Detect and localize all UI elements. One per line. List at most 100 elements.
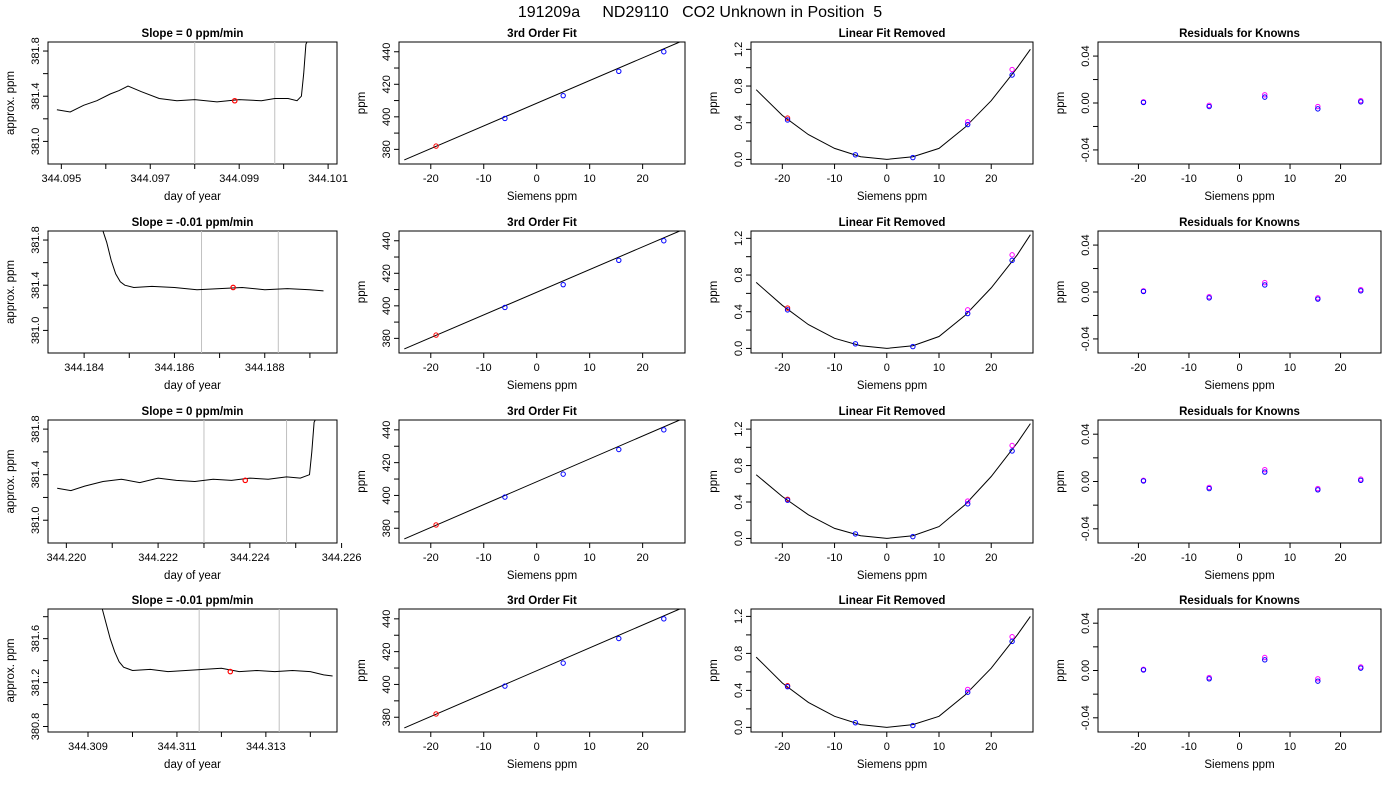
- x-tick-label: 20: [1334, 552, 1346, 564]
- data-point: [1009, 257, 1015, 264]
- data-point: [784, 683, 791, 690]
- panel-fit-row2: 3rd Order Fit -20 -10 0 10 20 380 400 420 440 Siem…: [356, 217, 686, 392]
- data-point: [661, 616, 667, 622]
- y-tick-label: 0.4: [733, 304, 745, 319]
- x-tick-label: 20: [637, 362, 649, 374]
- x-tick-label: -20: [774, 362, 790, 374]
- plot-area: [755, 423, 1031, 540]
- y-tick-label: 1.2: [733, 231, 745, 246]
- panel-title: Residuals for Knowns: [1179, 595, 1300, 607]
- data-point: [910, 533, 916, 540]
- fit-line: [404, 42, 680, 161]
- x-tick-label: 0: [1236, 741, 1242, 753]
- data-point: [433, 711, 439, 717]
- x-tick-label: 20: [1334, 173, 1346, 185]
- panel-title: Slope = -0.01 ppm/min: [132, 595, 254, 607]
- x-tick-label: 344.313: [246, 741, 286, 753]
- y-axis-label: approx. ppm: [5, 71, 17, 135]
- data-point: [1358, 665, 1364, 671]
- x-tick-label: -20: [774, 741, 790, 753]
- y-tick-label: -0.04: [1080, 326, 1092, 351]
- y-tick-label: 381.0: [30, 128, 42, 156]
- data-point: [1009, 442, 1015, 449]
- panel-linear_removed-row3: Linear Fit Removed -20 -10 0 10 20 0.0 0.4 0.8 1.…: [708, 406, 1034, 582]
- data-point: [433, 522, 439, 528]
- plot-area: [404, 231, 680, 350]
- y-axis-label: ppm: [1055, 470, 1067, 492]
- x-axis-label: Siemens ppm: [857, 191, 927, 203]
- x-tick-label: -20: [1130, 173, 1146, 185]
- y-tick-label: 381.0: [30, 506, 42, 534]
- y-tick-label: 381.0: [30, 317, 42, 345]
- x-axis-label: Siemens ppm: [507, 380, 577, 392]
- x-tick-label: 10: [1284, 552, 1296, 564]
- plot-area: [1140, 92, 1364, 112]
- fit-curve: [755, 49, 1031, 160]
- x-tick-label: 344.186: [155, 362, 195, 374]
- panel-title: Linear Fit Removed: [839, 595, 946, 607]
- x-axis-label: day of year: [164, 191, 221, 203]
- y-tick-label: 381.6: [30, 625, 42, 653]
- figure-title: 191209a ND29110 CO2 Unknown in Position …: [518, 4, 882, 21]
- x-tick-label: -20: [1130, 741, 1146, 753]
- data-point: [433, 332, 439, 338]
- x-tick-label: -20: [774, 173, 790, 185]
- data-point: [1315, 676, 1321, 682]
- data-point: [502, 304, 508, 311]
- panel-title: Slope = 0 ppm/min: [142, 28, 244, 40]
- data-point: [1262, 92, 1268, 98]
- x-axis-label: Siemens ppm: [1204, 191, 1274, 203]
- plot-frame: [750, 230, 1034, 354]
- panel-linear_removed-row2: Linear Fit Removed -20 -10 0 10 20 0.0 0.4 0.8 1.…: [708, 217, 1034, 392]
- x-axis-label: Siemens ppm: [857, 759, 927, 771]
- data-point: [965, 498, 971, 504]
- plot-area: [57, 420, 316, 492]
- y-tick-label: 400: [381, 486, 393, 504]
- data-point: [1206, 676, 1212, 682]
- data-point: [1140, 99, 1147, 106]
- x-tick-label: -10: [827, 362, 843, 374]
- y-tick-label: 380: [381, 329, 393, 347]
- data-point: [1262, 279, 1268, 286]
- plot-frame: [750, 41, 1034, 165]
- y-tick-label: 1.2: [733, 421, 745, 436]
- fit-curve: [755, 423, 1031, 539]
- x-tick-label: 10: [933, 173, 945, 185]
- y-tick-label: 420: [381, 453, 393, 471]
- x-tick-label: 20: [637, 741, 649, 753]
- y-tick-label: 381.4: [30, 461, 42, 489]
- x-tick-label: -20: [423, 741, 439, 753]
- data-point: [910, 343, 916, 350]
- x-axis-label: Siemens ppm: [857, 570, 927, 582]
- y-tick-label: 0.00: [1080, 660, 1092, 681]
- panel-fit-row4: 3rd Order Fit -20 -10 0 10 20 380 400 420 440 Siem…: [356, 595, 686, 771]
- x-tick-label: 0: [1236, 362, 1242, 374]
- plot-frame: [750, 608, 1034, 733]
- y-axis-label: ppm: [356, 470, 368, 492]
- data-point: [1315, 103, 1321, 110]
- y-tick-label: 381.8: [30, 415, 42, 443]
- fit-curve: [755, 616, 1031, 728]
- panel-title: Linear Fit Removed: [839, 406, 946, 418]
- y-tick-label: 0.04: [1080, 234, 1092, 255]
- data-point: [560, 92, 566, 99]
- data-point: [616, 257, 622, 263]
- plot-area: [755, 616, 1031, 729]
- y-axis-label: ppm: [1055, 92, 1067, 114]
- data-point: [661, 238, 667, 244]
- plot-area: [404, 42, 680, 161]
- y-tick-label: 0.0: [733, 341, 745, 356]
- data-point: [502, 115, 508, 122]
- plot-area: [1140, 279, 1364, 302]
- plot-frame: [1097, 230, 1382, 354]
- x-tick-label: 10: [933, 552, 945, 564]
- plot-frame: [47, 41, 338, 165]
- x-axis-label: day of year: [164, 380, 221, 392]
- panel-title: 3rd Order Fit: [507, 217, 577, 229]
- data-point: [965, 307, 971, 313]
- plot-frame: [47, 230, 338, 354]
- x-tick-label: 344.224: [230, 552, 270, 564]
- data-point: [1262, 94, 1268, 100]
- data-point: [965, 501, 971, 507]
